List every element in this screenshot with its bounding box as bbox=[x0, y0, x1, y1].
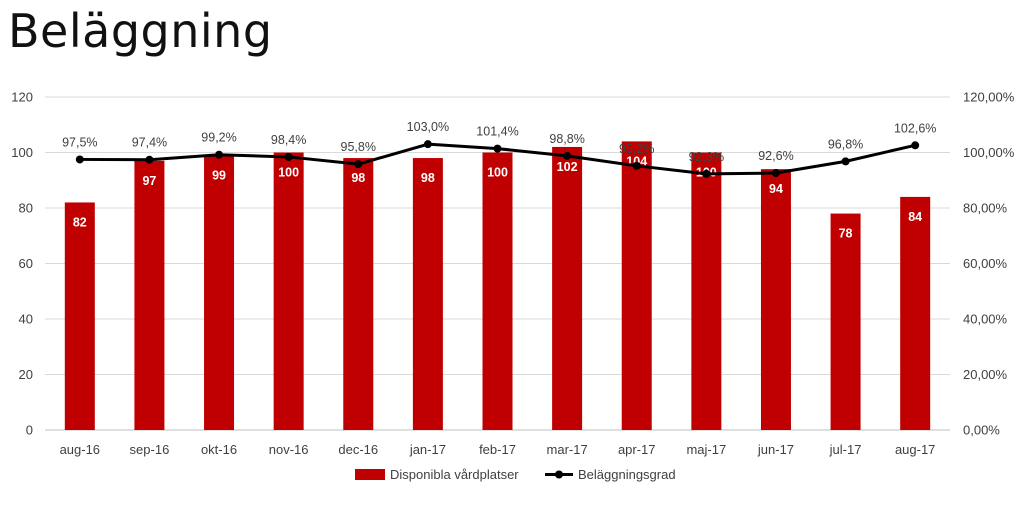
left-tick-label: 20 bbox=[19, 367, 33, 382]
legend-bar-label: Disponibla vårdplatser bbox=[390, 467, 519, 482]
line-data-label: 97,4% bbox=[132, 136, 167, 150]
line-data-label: 99,2% bbox=[201, 131, 236, 145]
line-point bbox=[354, 160, 363, 169]
x-tick-label: aug-17 bbox=[895, 442, 935, 457]
left-axis-ticks: 0 20 40 60 80 100 120 bbox=[11, 90, 33, 438]
bar-data-label: 98 bbox=[351, 171, 365, 185]
left-tick-label: 100 bbox=[11, 145, 33, 160]
line-point bbox=[75, 155, 84, 164]
bar bbox=[552, 146, 583, 430]
bar bbox=[760, 169, 791, 430]
bar bbox=[64, 202, 95, 430]
bar-data-label: 100 bbox=[487, 166, 508, 180]
x-tick-label: dec-16 bbox=[338, 442, 378, 457]
line-point bbox=[771, 169, 780, 178]
left-tick-label: 40 bbox=[19, 312, 33, 327]
bar-data-label: 98 bbox=[421, 171, 435, 185]
bar bbox=[830, 213, 861, 430]
line-point bbox=[215, 150, 224, 159]
line-series: 97,5% 97,4% 99,2% 98,4% 95,8% 103,0% 101,4% 98,… bbox=[62, 120, 936, 178]
bar-data-label: 82 bbox=[73, 215, 87, 229]
right-tick-label: 60,00% bbox=[963, 256, 1008, 271]
line-point bbox=[911, 141, 920, 150]
line-point bbox=[632, 161, 641, 170]
x-tick-label: sep-16 bbox=[130, 442, 170, 457]
x-tick-label: jul-17 bbox=[829, 442, 862, 457]
bar bbox=[691, 152, 722, 430]
x-tick-label: nov-16 bbox=[269, 442, 309, 457]
line-data-label: 92,6% bbox=[758, 149, 793, 163]
line-data-label: 98,4% bbox=[271, 133, 306, 147]
right-tick-label: 40,00% bbox=[963, 312, 1008, 327]
legend-bar-swatch bbox=[355, 469, 385, 480]
line-point bbox=[423, 140, 432, 149]
legend-line-marker bbox=[555, 470, 563, 479]
bar-data-label: 100 bbox=[278, 166, 299, 180]
x-tick-label: jan-17 bbox=[409, 442, 446, 457]
right-tick-label: 0,00% bbox=[963, 423, 1000, 438]
line-data-label: 101,4% bbox=[476, 125, 518, 139]
legend-line-label: Beläggningsgrad bbox=[578, 467, 676, 482]
line-data-label: 103,0% bbox=[407, 120, 449, 134]
x-tick-label: aug-16 bbox=[60, 442, 100, 457]
right-tick-label: 120,00% bbox=[963, 90, 1015, 105]
left-tick-label: 80 bbox=[19, 201, 33, 216]
line-data-label: 97,5% bbox=[62, 135, 97, 149]
right-axis-ticks: 0,00% 20,00% 40,00% 60,00% 80,00% 100,00% 120,… bbox=[963, 90, 1015, 438]
bar bbox=[482, 152, 513, 430]
x-tick-label: mar-17 bbox=[547, 442, 588, 457]
bar bbox=[621, 141, 652, 430]
bar-data-label: 78 bbox=[839, 227, 853, 241]
x-tick-label: maj-17 bbox=[686, 442, 726, 457]
x-tick-label: feb-17 bbox=[479, 442, 516, 457]
line-point bbox=[841, 157, 850, 166]
bar bbox=[900, 196, 931, 430]
right-tick-label: 100,00% bbox=[963, 145, 1015, 160]
line-data-label: 98,8% bbox=[549, 132, 584, 146]
line-data-label: 95,8% bbox=[341, 140, 376, 154]
line-point bbox=[563, 151, 572, 160]
line-data-label: 96,8% bbox=[828, 137, 863, 151]
bar bbox=[204, 155, 235, 430]
line-point bbox=[145, 155, 154, 164]
bar bbox=[134, 160, 165, 430]
bar-series: 8297991009898100102104100947884 bbox=[64, 141, 931, 431]
bar bbox=[412, 158, 443, 431]
x-tick-label: jun-17 bbox=[757, 442, 794, 457]
line-point bbox=[284, 152, 293, 161]
x-tick-label: apr-17 bbox=[618, 442, 656, 457]
bar bbox=[343, 158, 374, 431]
bar-data-label: 102 bbox=[557, 160, 578, 174]
bar-data-label: 84 bbox=[908, 210, 922, 224]
x-tick-label: okt-16 bbox=[201, 442, 237, 457]
bar-data-label: 97 bbox=[142, 174, 156, 188]
chart-title: Beläggning bbox=[8, 4, 273, 58]
left-tick-label: 60 bbox=[19, 256, 33, 271]
bar-data-label: 99 bbox=[212, 168, 226, 182]
line-data-label: 95,2% bbox=[619, 142, 654, 156]
line-data-label: 92,3% bbox=[689, 150, 724, 164]
right-tick-label: 20,00% bbox=[963, 367, 1008, 382]
left-tick-label: 120 bbox=[11, 90, 33, 105]
bar-data-label: 94 bbox=[769, 182, 783, 196]
line-data-label: 102,6% bbox=[894, 121, 936, 135]
legend: Disponibla vårdplatser Beläggningsgrad bbox=[355, 467, 676, 482]
x-axis-ticks: aug-16 sep-16 okt-16 nov-16 dec-16 jan-17 feb-… bbox=[60, 442, 936, 457]
right-tick-label: 80,00% bbox=[963, 201, 1008, 216]
line-point bbox=[493, 144, 502, 153]
line-point bbox=[702, 169, 711, 178]
bar bbox=[273, 152, 304, 430]
left-tick-label: 0 bbox=[26, 423, 33, 438]
